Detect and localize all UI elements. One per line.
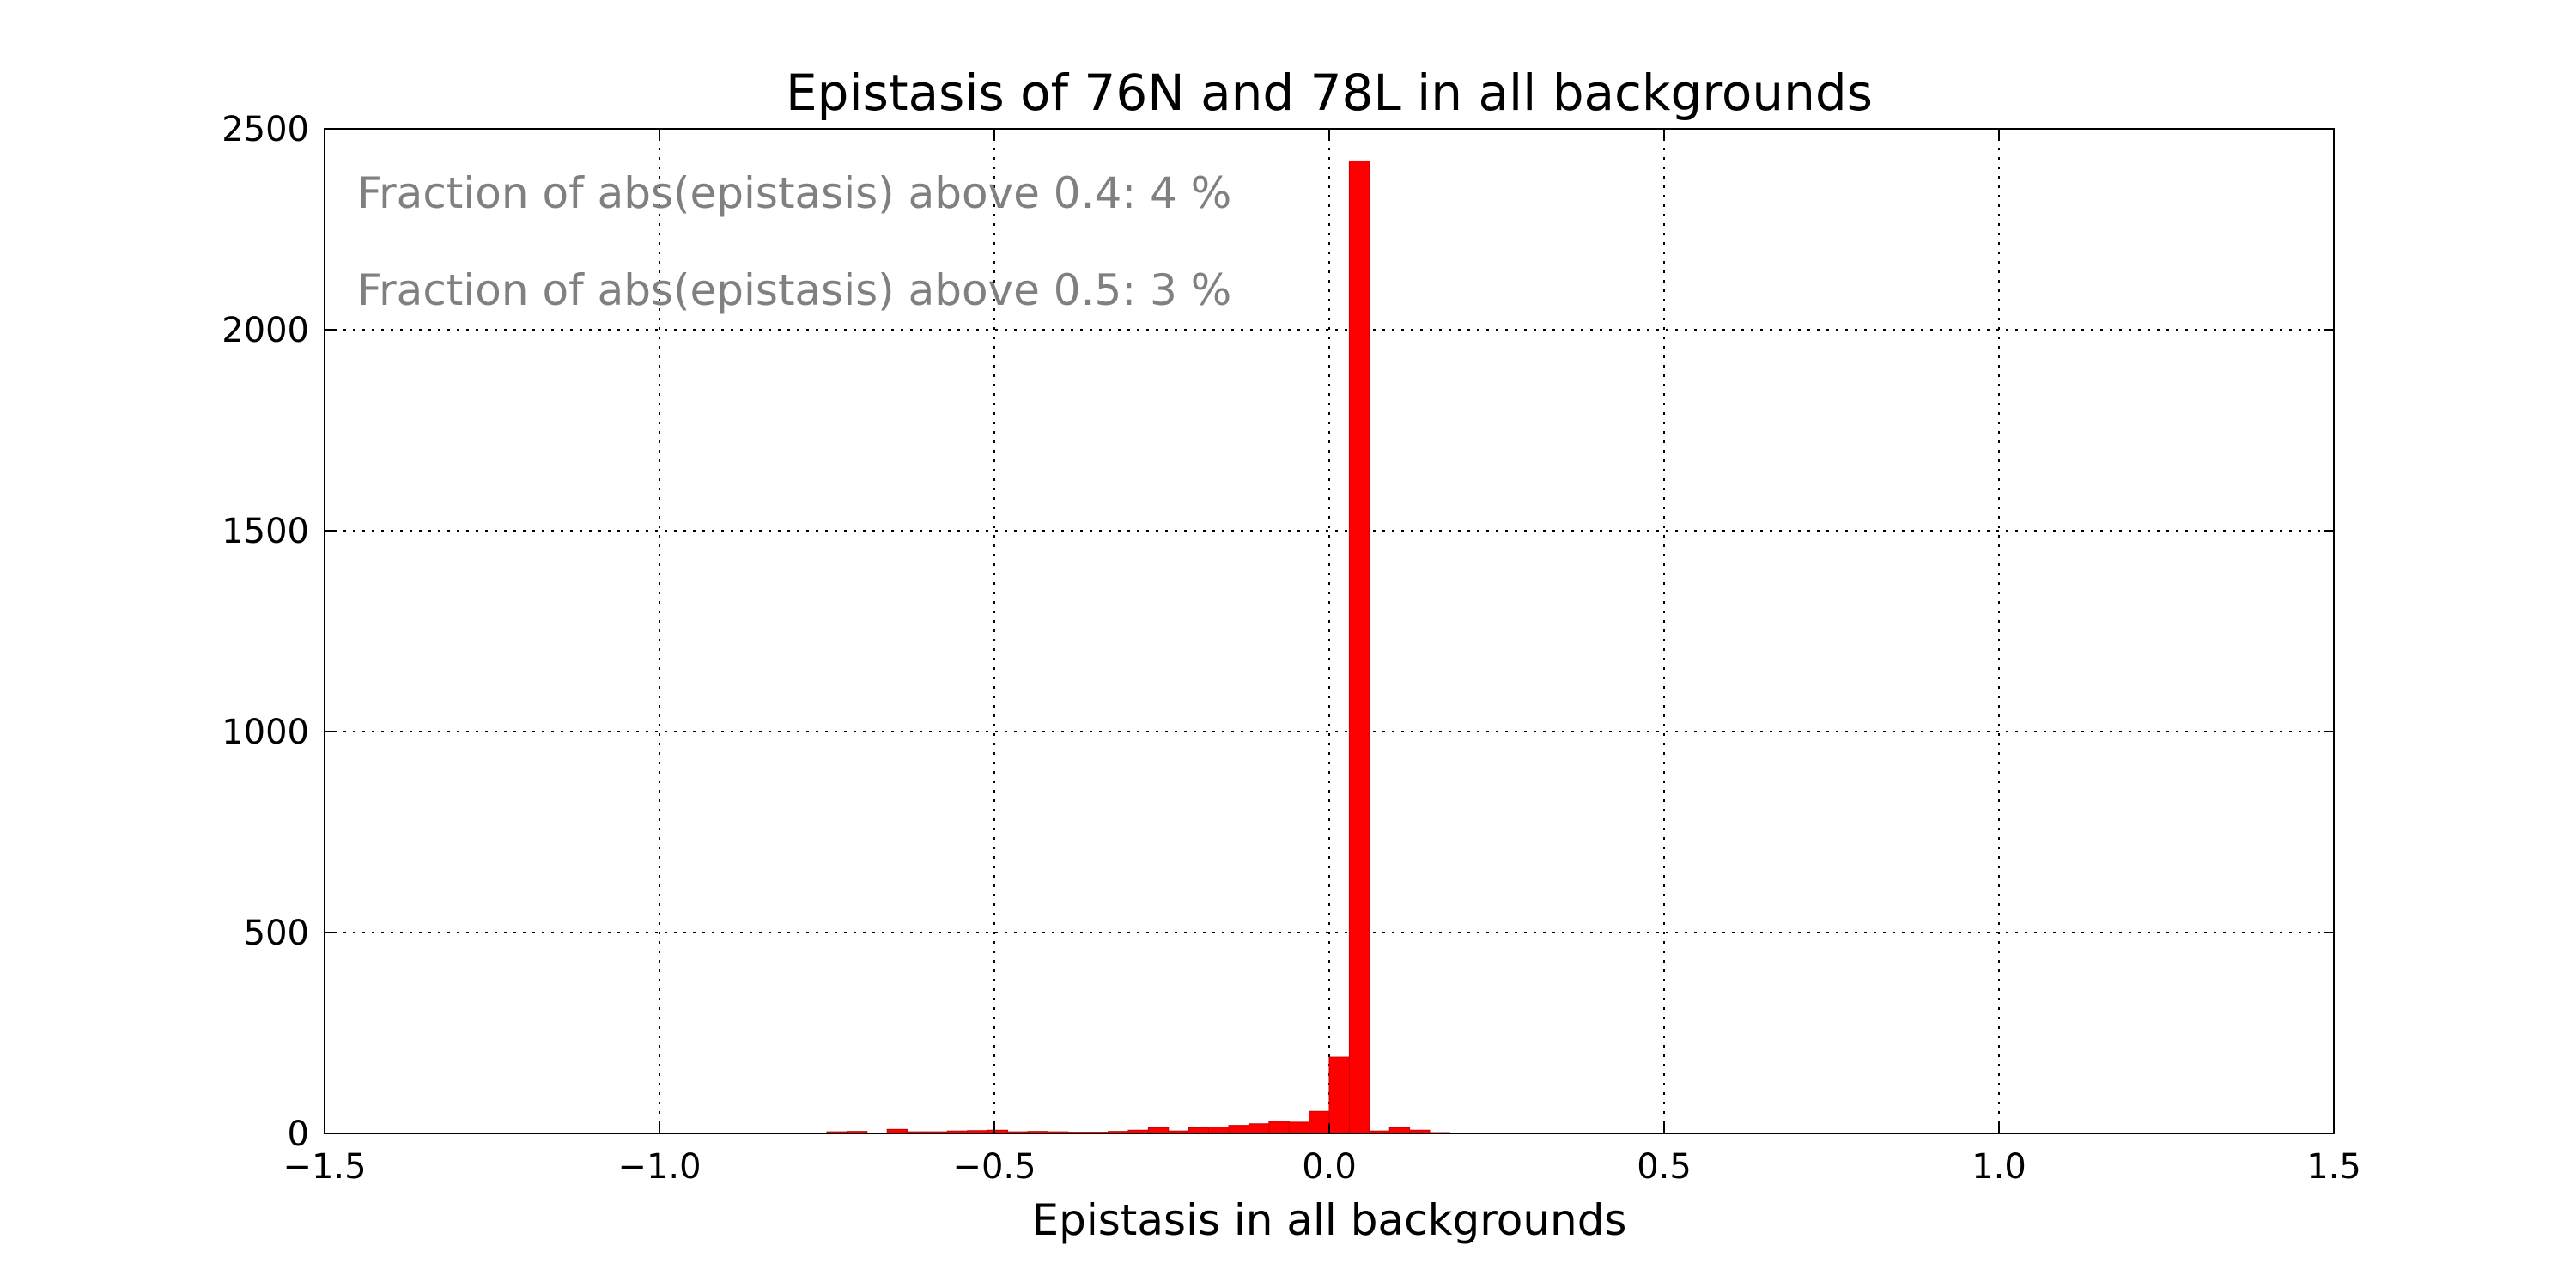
y-tick-label: 1500 xyxy=(222,512,309,551)
annotation-fraction-above-0.4: Fraction of abs(epistasis) above 0.4: 4 … xyxy=(357,168,1231,218)
y-tick-label: 1000 xyxy=(222,713,309,752)
histogram-bar xyxy=(1248,1123,1270,1134)
x-tick-label: 1.5 xyxy=(2306,1147,2361,1187)
histogram-bar xyxy=(1208,1127,1230,1134)
x-tick-label: 0.0 xyxy=(1302,1147,1357,1187)
annotation-fraction-above-0.5: Fraction of abs(epistasis) above 0.5: 3 … xyxy=(357,265,1231,315)
y-tick-label: 2500 xyxy=(222,110,309,149)
x-tick-labels: −1.5 −1.0 −0.5 0.0 0.5 1.0 1.5 xyxy=(283,1147,2360,1187)
histogram-bar xyxy=(1288,1121,1310,1134)
x-tick-label: 1.0 xyxy=(1971,1147,2026,1187)
histogram-bar xyxy=(1268,1121,1290,1134)
x-tick-label: −0.5 xyxy=(952,1147,1036,1187)
histogram-bar xyxy=(1228,1125,1249,1134)
x-tick-label: −1.5 xyxy=(283,1147,366,1187)
histogram-bar xyxy=(1328,1056,1350,1134)
x-tick-label: 0.5 xyxy=(1637,1147,1692,1187)
y-tick-label: 0 xyxy=(288,1115,309,1154)
axis-ticks xyxy=(324,128,2335,1134)
x-axis-label: Epistasis in all backgrounds xyxy=(1032,1195,1627,1245)
histogram-bar xyxy=(1348,160,1370,1134)
histogram-bar xyxy=(1309,1110,1330,1134)
y-tick-labels: 0 500 1000 1500 2000 2500 xyxy=(222,110,309,1154)
chart-title: Epistasis of 76N and 78L in all backgrou… xyxy=(786,64,1873,122)
y-tick-label: 500 xyxy=(244,914,309,953)
x-tick-label: −1.0 xyxy=(617,1147,701,1187)
y-tick-label: 2000 xyxy=(222,311,309,350)
